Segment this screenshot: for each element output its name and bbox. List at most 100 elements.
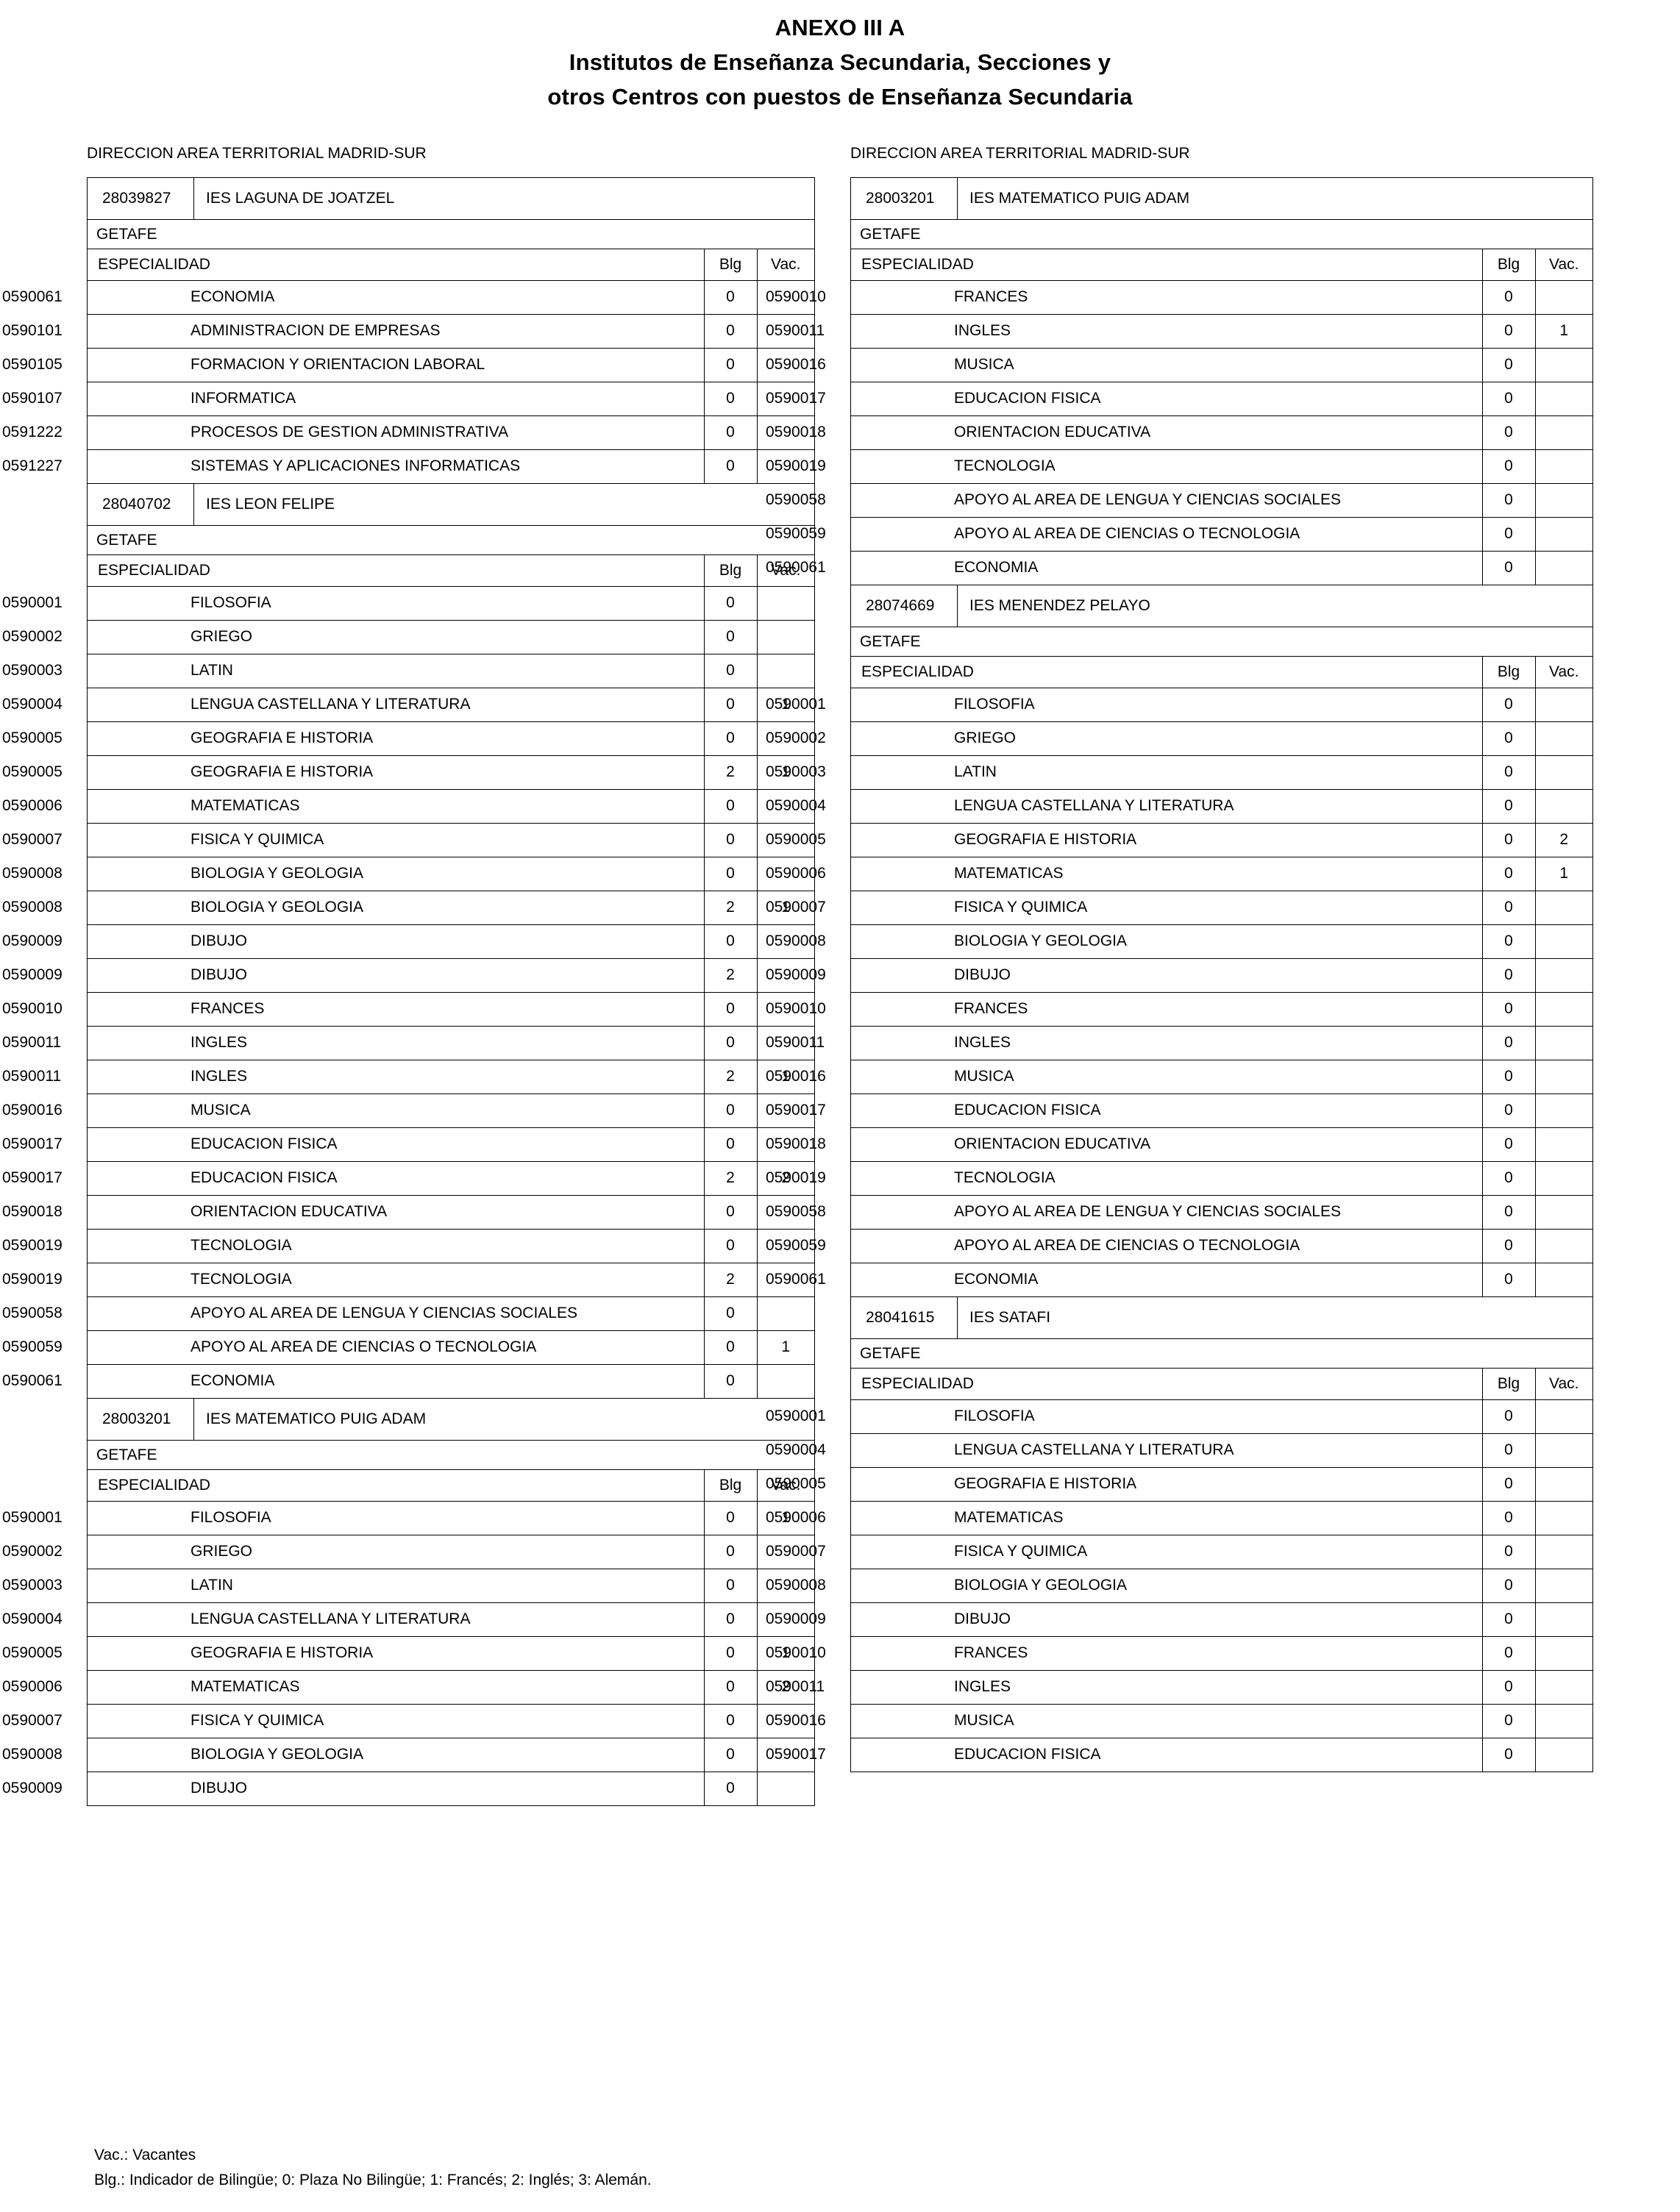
specialty-code: 0590058 xyxy=(766,1203,826,1220)
table-row: 0590004 LENGUA CASTELLANA Y LITERATURA 0 xyxy=(766,1433,1592,1468)
blocks-left: 28039827 IES LAGUNA DE JOATZEL GETAFE ESPEC… xyxy=(2,177,815,1806)
specialty-code: 0590061 xyxy=(766,559,826,577)
table-row: 0590006 MATEMATICAS 0 1 xyxy=(766,856,1592,891)
cell-especialidad: 0590006 MATEMATICAS xyxy=(766,1500,1483,1535)
specialty-code: 0590010 xyxy=(766,1644,826,1661)
column-header-especialidad: ESPECIALIDAD xyxy=(851,249,1483,281)
cell-especialidad: 0590061 ECONOMIA xyxy=(766,550,1483,585)
table-row: 0590058 APOYO AL AREA DE LENGUA Y CIENCIA… xyxy=(2,1296,814,1331)
cell-blg: 0 xyxy=(1482,1127,1536,1162)
cell-vac xyxy=(757,449,814,483)
specialty-code: 0590017 xyxy=(766,1746,826,1763)
cell-blg: 0 xyxy=(1482,1635,1536,1671)
cell-blg: 0 xyxy=(704,788,758,824)
area-label-right: DIRECCION AREA TERRITORIAL MADRID-SUR xyxy=(850,145,1190,162)
cell-especialidad: 0590001 FILOSOFIA xyxy=(766,687,1483,722)
column-header-especialidad: ESPECIALIDAD xyxy=(851,1369,1483,1400)
table-row: 0590059 APOYO AL AREA DE CIENCIAS O TECNO… xyxy=(766,1228,1592,1263)
specialty-code: 0590010 xyxy=(2,1000,63,1017)
cell-especialidad: 0590009 DIBUJO xyxy=(766,957,1483,993)
cell-especialidad: 0590016 MUSICA xyxy=(766,1059,1483,1094)
column-header-blg: Blg xyxy=(704,1470,758,1502)
column-header-blg: Blg xyxy=(1482,249,1536,281)
cell-vac xyxy=(1535,1568,1592,1603)
cell-vac: 2 xyxy=(757,1160,814,1196)
cell-especialidad: 0590007 FISICA Y QUIMICA xyxy=(2,1703,705,1738)
cell-especialidad: 0590011 INGLES xyxy=(766,313,1483,349)
cell-especialidad: 0590101 ADMINISTRACION DE EMPRESAS xyxy=(2,313,705,349)
cell-blg: 0 xyxy=(704,1534,758,1569)
specialty-code: 0590018 xyxy=(766,1135,826,1152)
specialty-code: 0590002 xyxy=(766,729,826,746)
cell-vac: 1 xyxy=(757,890,814,925)
cell-blg: 0 xyxy=(1482,1534,1536,1569)
school-name: IES LEON FELIPE xyxy=(206,496,335,513)
cell-vac: 1 xyxy=(757,1330,814,1365)
table-row: 0590006 MATEMATICAS 0 xyxy=(766,1500,1592,1535)
school-block: 28003201 IES MATEMATICO PUIG ADAM GETAFE ES… xyxy=(766,177,1593,585)
cell-vac xyxy=(1535,1433,1592,1468)
table-row: 0590058 APOYO AL AREA DE LENGUA Y CIENCIA… xyxy=(766,1194,1592,1230)
column-left: DIRECCION AREA TERRITORIAL MADRID-SUR 28… xyxy=(2,145,815,1806)
table-row: 0590101 ADMINISTRACION DE EMPRESAS 0 xyxy=(2,313,814,349)
cell-vac xyxy=(1535,347,1592,382)
cell-vac xyxy=(1535,1534,1592,1569)
cell-blg: 0 xyxy=(704,1771,758,1805)
cell-blg: 0 xyxy=(1482,890,1536,925)
school-name: IES LAGUNA DE JOATZEL xyxy=(206,190,395,207)
cell-vac xyxy=(1535,550,1592,585)
specialty-code: 0590004 xyxy=(766,1441,826,1458)
cell-blg: 0 xyxy=(704,449,758,483)
cell-blg: 0 xyxy=(704,924,758,959)
cell-especialidad: 0590011 INGLES xyxy=(766,1669,1483,1705)
cell-especialidad: 0590002 GRIEGO xyxy=(2,619,705,654)
school-code: 28039827 xyxy=(88,178,194,219)
cell-especialidad: 0590008 BIOLOGIA Y GEOLOGIA xyxy=(766,924,1483,959)
table-row: 0590008 BIOLOGIA Y GEOLOGIA 0 xyxy=(2,856,814,891)
cell-blg: 0 xyxy=(704,1330,758,1365)
table-row: 0590061 ECONOMIA 0 xyxy=(766,1262,1592,1296)
cell-vac: 1 xyxy=(757,687,814,722)
table-row: 0590001 FILOSOFIA 0 1 xyxy=(2,1500,814,1535)
cell-especialidad: 0590006 MATEMATICAS xyxy=(2,1669,705,1705)
cell-blg: 0 xyxy=(1482,1500,1536,1535)
cell-vac xyxy=(757,1703,814,1738)
school-header-row: 28039827 IES LAGUNA DE JOATZEL xyxy=(88,178,814,220)
cell-vac xyxy=(757,856,814,891)
school-name: IES MATEMATICO PUIG ADAM xyxy=(969,190,1190,207)
table-row: 0590008 BIOLOGIA Y GEOLOGIA 2 1 xyxy=(2,890,814,925)
document-header: ANEXO III A Institutos de Enseñanza Secu… xyxy=(87,0,1593,114)
cell-vac xyxy=(1535,1466,1592,1502)
specialty-code: 0590001 xyxy=(2,594,63,611)
cell-blg: 0 xyxy=(704,653,758,688)
cell-especialidad: 0590007 FISICA Y QUIMICA xyxy=(766,890,1483,925)
cell-vac xyxy=(757,1127,814,1162)
table-row: 0590002 GRIEGO 0 xyxy=(2,619,814,654)
specialty-code: 0590006 xyxy=(2,797,63,814)
table-row: 0590059 APOYO AL AREA DE CIENCIAS O TECNO… xyxy=(2,1330,814,1365)
cell-especialidad: 0590016 MUSICA xyxy=(766,347,1483,382)
cell-blg: 0 xyxy=(1482,1160,1536,1196)
cell-especialidad: 0590009 DIBUJO xyxy=(766,1602,1483,1637)
cell-especialidad: 0590011 INGLES xyxy=(766,1025,1483,1060)
cell-vac xyxy=(1535,1059,1592,1094)
table-row: 0590010 FRANCES 0 xyxy=(766,279,1592,315)
cell-blg: 0 xyxy=(704,1737,758,1772)
school-name: IES MATEMATICO PUIG ADAM xyxy=(206,1410,427,1427)
table-row: 0590003 LATIN 0 xyxy=(766,754,1592,790)
table-header-row: ESPECIALIDAD Blg Vac. xyxy=(88,1470,814,1502)
cell-especialidad: 0590016 MUSICA xyxy=(766,1703,1483,1738)
specialty-code: 0590018 xyxy=(766,424,826,440)
specialties-table: ESPECIALIDAD Blg Vac. 0590001 FILOSOFIA 0 0590… xyxy=(2,555,814,1398)
specialty-code: 0590061 xyxy=(766,1271,826,1288)
specialty-code: 0590003 xyxy=(2,1577,63,1594)
cell-blg: 0 xyxy=(1482,754,1536,790)
specialty-code: 0590010 xyxy=(766,1000,826,1017)
school-town: GETAFE xyxy=(88,220,814,249)
specialties-table: ESPECIALIDAD Blg Vac. 0590010 FRANCES 0 059001… xyxy=(766,249,1592,585)
cell-vac xyxy=(1535,721,1592,756)
table-row: 0590004 LENGUA CASTELLANA Y LITERATURA 0 xyxy=(2,1602,814,1637)
specialty-code: 0590059 xyxy=(2,1338,63,1355)
table-row: 0590059 APOYO AL AREA DE CIENCIAS O TECNO… xyxy=(766,516,1592,552)
column-header-especialidad: ESPECIALIDAD xyxy=(88,555,705,587)
